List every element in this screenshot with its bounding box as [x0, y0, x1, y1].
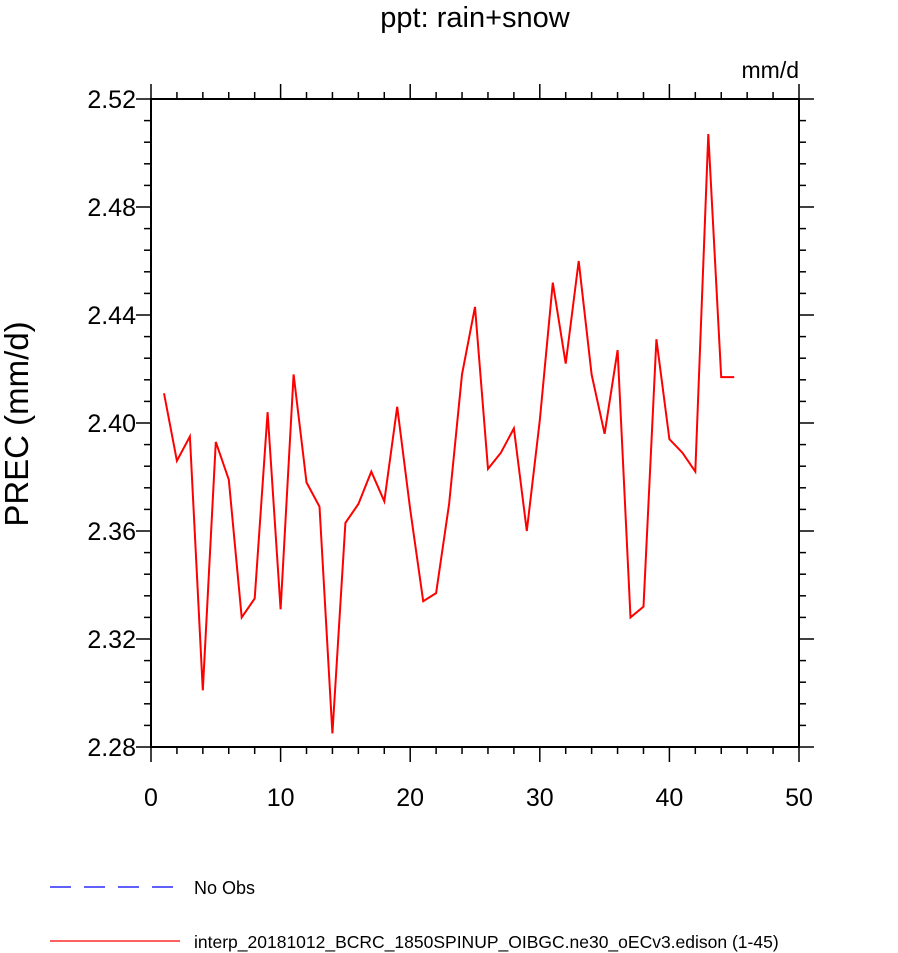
- y-tick-labels: 2.28 2.32 2.36 2.40 2.44 2.48 2.52: [87, 86, 136, 762]
- series-line: [163, 134, 735, 734]
- plot-frame: [150, 98, 800, 748]
- legend-label: interp_20181012_BCRC_1850SPINUP_OIBGC.ne…: [194, 932, 779, 953]
- x-tick-label: 50: [785, 784, 813, 812]
- x-tick-label: 20: [396, 784, 424, 812]
- x-tick-label: 30: [526, 784, 554, 812]
- y-axis-label: PREC (mm/d): [0, 321, 35, 526]
- y-tick-label: 2.48: [87, 194, 136, 222]
- y-tick-label: 2.52: [87, 86, 136, 114]
- y-tick-label: 2.40: [87, 410, 136, 438]
- legend: No Obs interp_20181012_BCRC_1850SPINUP_OI…: [50, 878, 779, 953]
- chart-title: ppt: rain+snow: [380, 2, 570, 34]
- y-tick-label: 2.28: [87, 734, 136, 762]
- y-tick-label: 2.44: [87, 302, 136, 330]
- axis-ticks: [136, 84, 814, 762]
- x-tick-label: 0: [144, 784, 158, 812]
- units-label: mm/d: [742, 57, 800, 83]
- y-tick-label: 2.36: [87, 518, 136, 546]
- series-group: [163, 134, 735, 734]
- y-tick-label: 2.32: [87, 626, 136, 654]
- legend-label: No Obs: [194, 878, 255, 898]
- x-tick-label: 10: [267, 784, 295, 812]
- x-tick-labels: 0 10 20 30 40 50: [144, 784, 813, 812]
- x-tick-label: 40: [655, 784, 683, 812]
